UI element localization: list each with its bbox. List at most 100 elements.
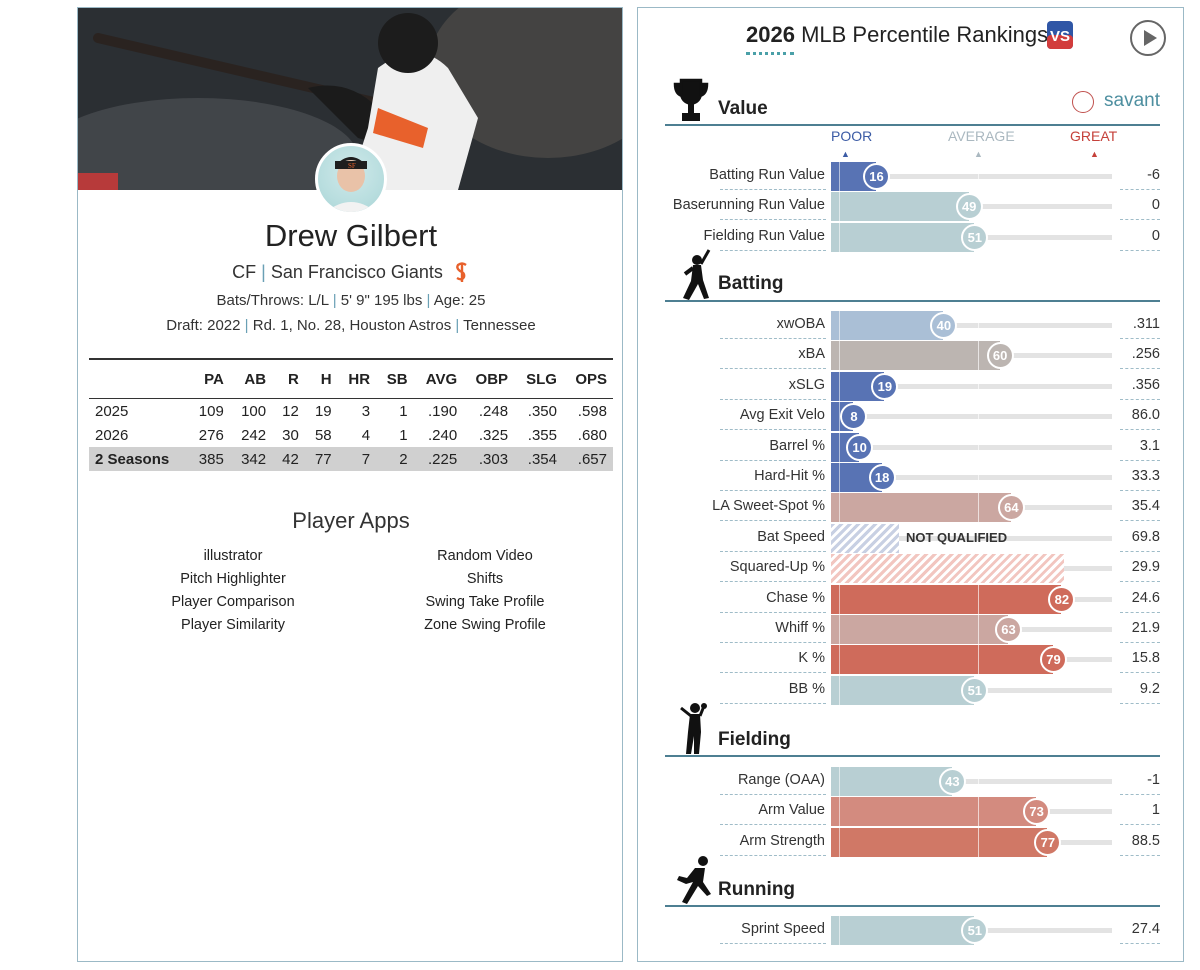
player-team[interactable]: San Francisco Giants xyxy=(270,262,443,282)
metric-row-arm-value[interactable]: Arm Value 73 1 xyxy=(638,796,1183,827)
metric-row-k[interactable]: K % 79 15.8 xyxy=(638,644,1183,675)
vs-compare-icon[interactable]: VS xyxy=(1046,20,1074,50)
metric-row-xslg[interactable]: xSLG 19 .356 xyxy=(638,371,1183,401)
section-title: Fielding xyxy=(718,729,791,750)
table-cell: 58 xyxy=(314,426,332,444)
row-divider xyxy=(720,550,826,552)
row-divider xyxy=(720,459,826,461)
table-cell: 19 xyxy=(314,402,332,420)
metric-row-baserunning-run-value[interactable]: Baserunning Run Value 49 0 xyxy=(638,191,1183,222)
table-cell: 2025 xyxy=(95,402,129,420)
percentile-track xyxy=(831,475,1112,480)
metric-value: .256 xyxy=(1131,346,1160,363)
metric-row-xba[interactable]: xBA 60 .256 xyxy=(638,340,1183,371)
metric-row-hard-hit[interactable]: Hard-Hit % 18 33.3 xyxy=(638,462,1183,492)
metric-row-fielding-run-value[interactable]: Fielding Run Value 51 0 xyxy=(638,222,1183,252)
age-label: Age: xyxy=(433,292,465,309)
stats-header: HR xyxy=(337,358,377,399)
row-divider xyxy=(1120,702,1160,704)
row-divider xyxy=(720,854,826,856)
bar-tick xyxy=(839,192,840,222)
row-divider xyxy=(720,702,826,704)
metric-row-bat-speed[interactable]: Bat Speed NOT QUALIFIED 69.8 xyxy=(638,523,1183,553)
not-qualified-bar xyxy=(831,554,1064,584)
draft-year[interactable]: 2022 xyxy=(207,317,241,334)
metric-value: 35.4 xyxy=(1131,498,1160,515)
row-divider xyxy=(1120,611,1160,613)
row-divider xyxy=(1120,398,1160,400)
app-link-random-video[interactable]: Random Video xyxy=(437,548,533,564)
metric-row-xwoba[interactable]: xwOBA 40 .311 xyxy=(638,310,1183,340)
metric-row-range-oaa[interactable]: Range (OAA) 43 -1 xyxy=(638,766,1183,796)
percentile-track xyxy=(831,174,1112,179)
separator: | xyxy=(455,317,460,334)
fielder-icon xyxy=(673,702,713,761)
stats-header: OPS xyxy=(562,358,613,399)
table-cell: 2 Seasons xyxy=(89,447,188,471)
app-link-swing-take-profile[interactable]: Swing Take Profile xyxy=(425,594,545,610)
row-divider xyxy=(1120,943,1160,944)
batter-icon xyxy=(673,248,713,307)
row-divider xyxy=(1120,794,1160,795)
stats-header: R xyxy=(272,358,305,399)
draft-label: Draft: xyxy=(166,317,203,334)
table-cell: .325 xyxy=(478,426,509,444)
bar-tick xyxy=(839,584,840,614)
metric-row-arm-strength[interactable]: Arm Strength 77 88.5 xyxy=(638,827,1183,857)
metric-value: 1 xyxy=(1151,802,1160,819)
row-divider xyxy=(720,943,826,944)
play-icon[interactable] xyxy=(1130,20,1166,56)
metric-row-whiff[interactable]: Whiff % 63 21.9 xyxy=(638,614,1183,644)
row-divider xyxy=(1120,824,1160,826)
metric-row-la-sweet-spot[interactable]: LA Sweet-Spot % 64 35.4 xyxy=(638,492,1183,523)
table-cell: .680 xyxy=(577,426,607,444)
average-line xyxy=(978,162,979,191)
row-divider xyxy=(1120,520,1160,522)
average-line xyxy=(978,767,979,796)
app-link-player-similarity[interactable]: Player Similarity xyxy=(181,617,285,633)
section-divider xyxy=(665,905,1160,907)
draft-team[interactable]: Houston Astros xyxy=(349,317,452,334)
runner-icon xyxy=(673,854,717,911)
section-divider xyxy=(665,300,1160,302)
metric-row-sprint-speed[interactable]: Sprint Speed 51 27.4 xyxy=(638,915,1183,945)
metric-label: Arm Strength xyxy=(739,832,825,849)
app-link-shifts[interactable]: Shifts xyxy=(466,571,504,587)
bar-tick xyxy=(839,341,840,371)
metric-row-avg-exit-velo[interactable]: Avg Exit Velo 8 86.0 xyxy=(638,401,1183,432)
metric-row-chase[interactable]: Chase % 82 24.6 xyxy=(638,584,1183,614)
player-name: Drew Gilbert xyxy=(264,218,438,253)
bar-tick xyxy=(839,432,840,462)
metric-row-barrel[interactable]: Barrel % 10 3.1 xyxy=(638,432,1183,462)
table-row: 2025 109 100 12 19 3 1 .190 .248 .350 .5… xyxy=(89,399,613,424)
rankings-title: 2026 MLB Percentile Rankings xyxy=(746,22,1048,48)
metric-value: 88.5 xyxy=(1131,832,1160,849)
stats-header xyxy=(89,358,188,399)
app-link-zone-swing-profile[interactable]: Zone Swing Profile xyxy=(424,617,546,633)
not-qualified-label: NOT QUALIFIED xyxy=(906,529,1008,545)
table-cell: 12 xyxy=(282,402,299,420)
separator: | xyxy=(261,262,266,282)
bar-tick xyxy=(839,916,840,945)
stats-header: AVG xyxy=(413,358,464,399)
metric-label: Batting Run Value xyxy=(709,167,825,183)
metric-row-batting-run-value[interactable]: Batting Run Value 16 -6 xyxy=(638,161,1183,191)
percentile-badge: 51 xyxy=(961,676,989,704)
percentile-badge: 77 xyxy=(1034,828,1062,856)
row-divider xyxy=(1120,490,1160,491)
percentile-rankings-card: 2026 MLB Percentile Rankings VS savant P… xyxy=(637,7,1184,962)
app-link-illustrator[interactable]: illustrator xyxy=(203,548,263,564)
metric-value: 29.9 xyxy=(1131,559,1160,576)
metric-label: K % xyxy=(798,650,825,667)
not-qualified-bar xyxy=(831,523,899,553)
metric-row-squared-up[interactable]: Squared-Up % 29.9 xyxy=(638,553,1183,584)
row-divider xyxy=(1120,581,1160,583)
percentile-bar xyxy=(831,827,1048,857)
app-link-player-comparison[interactable]: Player Comparison xyxy=(171,594,295,610)
table-cell: 2 xyxy=(376,447,414,471)
metric-row-bb[interactable]: BB % 51 9.2 xyxy=(638,675,1183,705)
percentile-badge: 10 xyxy=(846,433,874,461)
app-link-pitch-highlighter[interactable]: Pitch Highlighter xyxy=(180,571,286,587)
metric-label: xBA xyxy=(798,346,825,363)
metric-value: 0 xyxy=(1151,197,1160,214)
